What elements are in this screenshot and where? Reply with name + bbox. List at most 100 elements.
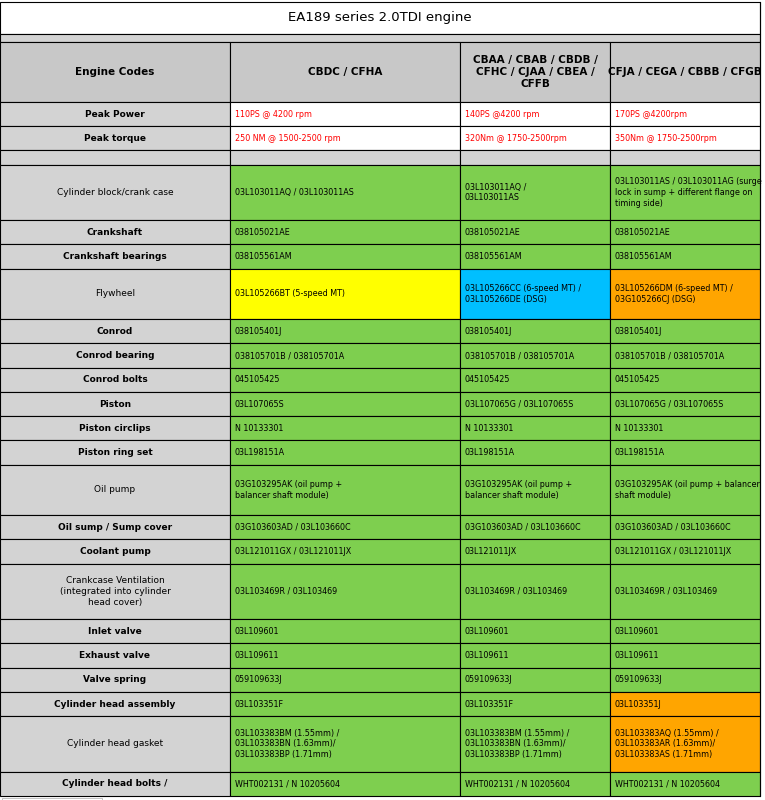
Bar bbox=[230, 465, 460, 515]
Text: 03L107065G / 03L107065S: 03L107065G / 03L107065S bbox=[465, 399, 574, 409]
Text: Coolant pump: Coolant pump bbox=[80, 547, 151, 556]
Text: EA189 series 2.0TDI engine: EA189 series 2.0TDI engine bbox=[288, 11, 472, 25]
Bar bbox=[230, 692, 460, 716]
Text: 03L105266CC (6-speed MT) /
03L105266DE (DSG): 03L105266CC (6-speed MT) / 03L105266DE (… bbox=[465, 284, 581, 304]
Bar bbox=[230, 42, 460, 102]
Bar bbox=[230, 716, 460, 772]
Text: 03G103295AK (oil pump +
balancer shaft module): 03G103295AK (oil pump + balancer shaft m… bbox=[235, 480, 342, 500]
Text: 03L198151A: 03L198151A bbox=[235, 448, 285, 457]
Text: 045105425: 045105425 bbox=[465, 375, 510, 384]
Text: CBDC / CFHA: CBDC / CFHA bbox=[308, 67, 382, 77]
Text: Crankshaft bearings: Crankshaft bearings bbox=[63, 252, 167, 261]
Bar bbox=[230, 220, 460, 245]
Text: Valve spring: Valve spring bbox=[83, 675, 147, 684]
Bar bbox=[460, 150, 610, 165]
Bar bbox=[610, 245, 760, 269]
Bar bbox=[230, 668, 460, 692]
Bar bbox=[230, 269, 460, 319]
Text: 03L109611: 03L109611 bbox=[615, 651, 659, 660]
Text: 03L103011AQ / 03L103011AS: 03L103011AQ / 03L103011AS bbox=[235, 188, 354, 197]
Bar bbox=[230, 392, 460, 416]
Bar bbox=[610, 165, 760, 220]
Bar bbox=[0, 319, 230, 343]
Bar bbox=[0, 643, 230, 668]
Text: 038105561AM: 038105561AM bbox=[615, 252, 672, 261]
Text: Cylinder block/crank case: Cylinder block/crank case bbox=[57, 188, 174, 197]
Text: 03L121011GX / 03L121011JX: 03L121011GX / 03L121011JX bbox=[615, 547, 731, 556]
Text: N 10133301: N 10133301 bbox=[235, 424, 283, 433]
Bar bbox=[610, 126, 760, 150]
Bar bbox=[0, 102, 230, 126]
Text: Cylinder head bolts /: Cylinder head bolts / bbox=[62, 779, 168, 788]
Bar bbox=[610, 564, 760, 619]
Text: 03L103011AS / 03L103011AG (surge
lock in sump + different flange on
timing side): 03L103011AS / 03L103011AG (surge lock in… bbox=[615, 177, 762, 208]
Text: Cylinder head assembly: Cylinder head assembly bbox=[54, 699, 176, 709]
Bar bbox=[0, 564, 230, 619]
Bar bbox=[230, 165, 460, 220]
Bar bbox=[0, 165, 230, 220]
Bar bbox=[460, 269, 610, 319]
Bar bbox=[230, 245, 460, 269]
Bar bbox=[610, 416, 760, 441]
Bar bbox=[610, 465, 760, 515]
Bar bbox=[230, 319, 460, 343]
Bar bbox=[230, 150, 460, 165]
Bar bbox=[230, 441, 460, 465]
Text: 03L103383BM (1.55mm) /
03L103383BN (1.63mm)/
03L103383BP (1.71mm): 03L103383BM (1.55mm) / 03L103383BN (1.63… bbox=[465, 729, 569, 759]
Text: 03G103295AK (oil pump +
balancer shaft module): 03G103295AK (oil pump + balancer shaft m… bbox=[465, 480, 572, 500]
Text: 038105401J: 038105401J bbox=[465, 327, 513, 336]
Bar bbox=[610, 539, 760, 564]
Text: 03L121011JX: 03L121011JX bbox=[465, 547, 517, 556]
Text: 03L103383BM (1.55mm) /
03L103383BN (1.63mm)/
03L103383BP (1.71mm): 03L103383BM (1.55mm) / 03L103383BN (1.63… bbox=[235, 729, 340, 759]
Text: 038105701B / 038105701A: 038105701B / 038105701A bbox=[235, 351, 344, 360]
Bar bbox=[0, 126, 230, 150]
Text: 03G103603AD / 03L103660C: 03G103603AD / 03L103660C bbox=[235, 522, 350, 532]
Bar bbox=[230, 564, 460, 619]
Text: N 10133301: N 10133301 bbox=[615, 424, 663, 433]
Bar bbox=[460, 668, 610, 692]
Text: 250 NM @ 1500-2500 rpm: 250 NM @ 1500-2500 rpm bbox=[235, 134, 340, 143]
Bar bbox=[0, 515, 230, 539]
Bar bbox=[610, 716, 760, 772]
Text: 03G103295AK (oil pump + balancer
shaft module): 03G103295AK (oil pump + balancer shaft m… bbox=[615, 480, 760, 500]
Text: N 10133301: N 10133301 bbox=[465, 424, 513, 433]
Text: Crankcase Ventilation
(integrated into cylinder
head cover): Crankcase Ventilation (integrated into c… bbox=[60, 576, 171, 606]
Bar bbox=[610, 102, 760, 126]
Bar bbox=[610, 368, 760, 392]
Text: 03L109601: 03L109601 bbox=[465, 627, 509, 636]
Bar bbox=[230, 539, 460, 564]
Bar bbox=[230, 643, 460, 668]
Bar bbox=[0, 368, 230, 392]
Text: 03L198151A: 03L198151A bbox=[615, 448, 665, 457]
Bar bbox=[0, 772, 230, 796]
Text: 03L103469R / 03L103469: 03L103469R / 03L103469 bbox=[235, 587, 337, 596]
Text: 03L109611: 03L109611 bbox=[235, 651, 279, 660]
Text: 045105425: 045105425 bbox=[235, 375, 281, 384]
Bar bbox=[460, 42, 610, 102]
Text: 03L109601: 03L109601 bbox=[615, 627, 659, 636]
Bar bbox=[610, 643, 760, 668]
Text: 03L109611: 03L109611 bbox=[465, 651, 509, 660]
Text: 038105021AE: 038105021AE bbox=[235, 228, 291, 237]
Text: Conrod: Conrod bbox=[97, 327, 133, 336]
Bar bbox=[460, 220, 610, 245]
Bar bbox=[0, 150, 230, 165]
Bar bbox=[460, 716, 610, 772]
Bar bbox=[460, 643, 610, 668]
Text: 140PS @4200 rpm: 140PS @4200 rpm bbox=[465, 110, 539, 118]
Bar bbox=[460, 416, 610, 441]
Text: 320Nm @ 1750-2500rpm: 320Nm @ 1750-2500rpm bbox=[465, 134, 567, 143]
Text: 03L198151A: 03L198151A bbox=[465, 448, 515, 457]
Text: 038105561AM: 038105561AM bbox=[465, 252, 522, 261]
Bar bbox=[460, 441, 610, 465]
Text: 03L105266DM (6-speed MT) /
03G105266CJ (DSG): 03L105266DM (6-speed MT) / 03G105266CJ (… bbox=[615, 284, 733, 304]
Bar bbox=[230, 126, 460, 150]
Bar bbox=[610, 269, 760, 319]
Bar bbox=[460, 515, 610, 539]
Text: 03L103351F: 03L103351F bbox=[235, 699, 284, 709]
Bar bbox=[460, 619, 610, 643]
Bar bbox=[460, 126, 610, 150]
Text: 03L121011GX / 03L121011JX: 03L121011GX / 03L121011JX bbox=[235, 547, 351, 556]
Bar bbox=[460, 465, 610, 515]
Text: Cylinder head gasket: Cylinder head gasket bbox=[67, 739, 163, 749]
